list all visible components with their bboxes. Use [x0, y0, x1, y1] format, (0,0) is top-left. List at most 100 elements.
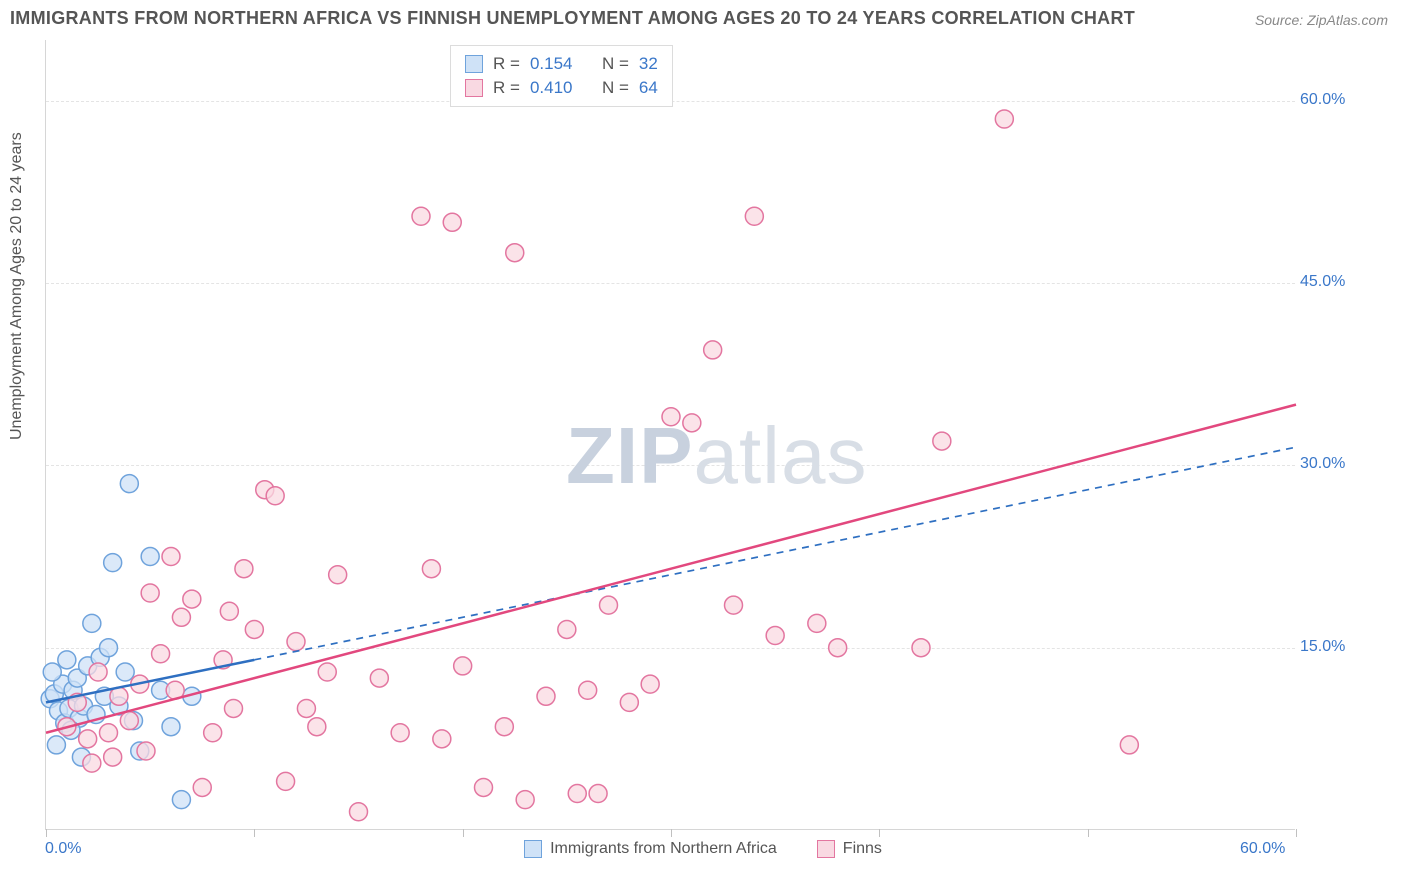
legend-swatch-immigrants — [524, 840, 542, 858]
stats-n-label: N = — [602, 78, 629, 98]
scatter-point-finns — [277, 772, 295, 790]
scatter-point-finns — [83, 754, 101, 772]
scatter-point-finns — [79, 730, 97, 748]
stats-r-value: 0.154 — [530, 54, 573, 74]
scatter-point-finns — [162, 548, 180, 566]
stats-r-label: R = — [493, 78, 520, 98]
x-tick — [879, 829, 880, 837]
scatter-point-finns — [808, 614, 826, 632]
y-tick-label: 30.0% — [1300, 455, 1345, 473]
scatter-point-immigrants — [172, 791, 190, 809]
scatter-point-finns — [558, 620, 576, 638]
scatter-point-finns — [745, 207, 763, 225]
stats-swatch-immigrants — [465, 55, 483, 73]
scatter-point-immigrants — [162, 718, 180, 736]
stats-n-value: 64 — [639, 78, 658, 98]
stats-n-value: 32 — [639, 54, 658, 74]
scatter-point-finns — [100, 724, 118, 742]
scatter-point-finns — [245, 620, 263, 638]
scatter-point-finns — [225, 699, 243, 717]
legend-label-finns: Finns — [843, 840, 882, 858]
x-tick — [463, 829, 464, 837]
scatter-point-finns — [725, 596, 743, 614]
scatter-point-immigrants — [47, 736, 65, 754]
scatter-point-immigrants — [100, 639, 118, 657]
y-tick-label: 15.0% — [1300, 638, 1345, 656]
y-tick-label: 45.0% — [1300, 273, 1345, 291]
scatter-point-finns — [537, 687, 555, 705]
scatter-point-finns — [120, 712, 138, 730]
scatter-point-finns — [516, 791, 534, 809]
scatter-point-finns — [662, 408, 680, 426]
legend-swatch-finns — [817, 840, 835, 858]
scatter-point-immigrants — [83, 614, 101, 632]
chart-title: IMMIGRANTS FROM NORTHERN AFRICA VS FINNI… — [10, 8, 1135, 29]
scatter-point-finns — [152, 645, 170, 663]
scatter-point-finns — [308, 718, 326, 736]
scatter-point-finns — [995, 110, 1013, 128]
scatter-point-finns — [350, 803, 368, 821]
legend-item-finns: Finns — [817, 840, 882, 858]
plot-svg — [46, 40, 1295, 829]
stats-swatch-finns — [465, 79, 483, 97]
scatter-point-finns — [454, 657, 472, 675]
x-tick — [1296, 829, 1297, 837]
legend-item-immigrants: Immigrants from Northern Africa — [524, 840, 777, 858]
scatter-point-finns — [433, 730, 451, 748]
scatter-point-finns — [235, 560, 253, 578]
scatter-point-finns — [579, 681, 597, 699]
x-tick — [671, 829, 672, 837]
x-tick — [46, 829, 47, 837]
scatter-point-finns — [183, 590, 201, 608]
chart-container: IMMIGRANTS FROM NORTHERN AFRICA VS FINNI… — [0, 0, 1406, 892]
legend-label-immigrants: Immigrants from Northern Africa — [550, 840, 777, 858]
scatter-point-finns — [1120, 736, 1138, 754]
scatter-point-finns — [220, 602, 238, 620]
scatter-point-immigrants — [104, 554, 122, 572]
legend-bottom: Immigrants from Northern Africa Finns — [0, 840, 1406, 858]
scatter-point-finns — [683, 414, 701, 432]
scatter-point-finns — [829, 639, 847, 657]
scatter-point-finns — [141, 584, 159, 602]
scatter-point-immigrants — [43, 663, 61, 681]
trendline-finns — [46, 405, 1296, 733]
scatter-point-finns — [172, 608, 190, 626]
scatter-point-finns — [137, 742, 155, 760]
scatter-point-finns — [620, 693, 638, 711]
scatter-point-finns — [933, 432, 951, 450]
plot-area: ZIPatlas — [45, 40, 1295, 830]
scatter-point-finns — [193, 778, 211, 796]
scatter-point-immigrants — [58, 651, 76, 669]
scatter-point-finns — [506, 244, 524, 262]
scatter-point-finns — [287, 633, 305, 651]
scatter-point-finns — [495, 718, 513, 736]
y-tick-label: 60.0% — [1300, 91, 1345, 109]
stats-r-value: 0.410 — [530, 78, 573, 98]
scatter-point-immigrants — [141, 548, 159, 566]
scatter-point-finns — [329, 566, 347, 584]
stats-row-immigrants: R = 0.154 N = 32 — [465, 52, 658, 76]
scatter-point-finns — [600, 596, 618, 614]
scatter-point-finns — [89, 663, 107, 681]
x-tick — [254, 829, 255, 837]
scatter-point-finns — [204, 724, 222, 742]
y-axis-label: Unemployment Among Ages 20 to 24 years — [8, 132, 26, 440]
stats-r-label: R = — [493, 54, 520, 74]
scatter-point-finns — [475, 778, 493, 796]
scatter-point-finns — [641, 675, 659, 693]
stats-row-finns: R = 0.410 N = 64 — [465, 76, 658, 100]
scatter-point-finns — [704, 341, 722, 359]
source-attribution: Source: ZipAtlas.com — [1255, 12, 1388, 28]
x-tick — [1088, 829, 1089, 837]
scatter-point-finns — [318, 663, 336, 681]
scatter-point-finns — [443, 213, 461, 231]
scatter-point-finns — [912, 639, 930, 657]
stats-box: R = 0.154 N = 32 R = 0.410 N = 64 — [450, 45, 673, 107]
scatter-point-finns — [589, 785, 607, 803]
scatter-point-finns — [297, 699, 315, 717]
scatter-point-finns — [370, 669, 388, 687]
stats-n-label: N = — [602, 54, 629, 74]
scatter-point-finns — [422, 560, 440, 578]
scatter-point-immigrants — [116, 663, 134, 681]
scatter-point-finns — [412, 207, 430, 225]
